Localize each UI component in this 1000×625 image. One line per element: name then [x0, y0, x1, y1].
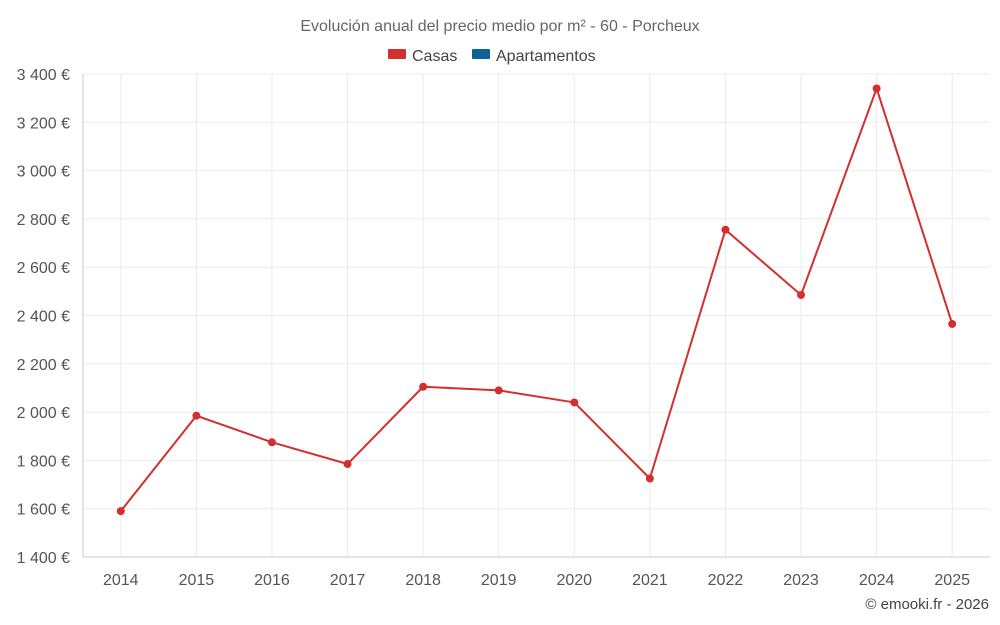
legend-label-casas: Casas — [412, 48, 457, 65]
legend-label-apartamentos: Apartamentos — [496, 48, 596, 65]
data-point[interactable] — [116, 507, 125, 516]
legend: Casas Apartamentos — [388, 48, 596, 65]
x-tick-label: 2018 — [405, 572, 441, 589]
x-tick-label: 2020 — [556, 572, 592, 589]
y-tick-label: 2 400 € — [17, 309, 70, 326]
series-casas — [116, 84, 957, 516]
data-point[interactable] — [797, 290, 806, 299]
axes: 1 400 € 1 600 € 1 800 € 2 000 € 2 200 € 2 400… — [17, 67, 990, 589]
y-tick-label: 3 200 € — [17, 115, 70, 132]
data-point[interactable] — [192, 411, 201, 420]
data-point[interactable] — [570, 398, 579, 407]
y-tick-label: 1 400 € — [17, 550, 70, 567]
legend-swatch-casas — [388, 49, 406, 59]
x-tick-label: 2015 — [179, 572, 215, 589]
data-point[interactable] — [343, 460, 352, 469]
x-tick-label: 2017 — [330, 572, 366, 589]
data-point[interactable] — [872, 84, 881, 93]
legend-item-apartamentos[interactable]: Apartamentos — [472, 48, 596, 65]
credit-text: © emooki.fr - 2026 — [865, 596, 989, 613]
x-tick-label: 2016 — [254, 572, 290, 589]
y-tick-label: 3 000 € — [17, 164, 70, 181]
y-tick-label: 2 200 € — [17, 357, 70, 374]
data-point[interactable] — [948, 319, 957, 328]
x-tick-label: 2014 — [103, 572, 139, 589]
data-point[interactable] — [419, 382, 428, 391]
y-tick-label: 2 000 € — [17, 405, 70, 422]
x-tick-label: 2024 — [859, 572, 895, 589]
y-tick-label: 1 800 € — [17, 453, 70, 470]
data-point[interactable] — [645, 474, 654, 483]
y-tick-label: 3 400 € — [17, 67, 70, 84]
x-tick-label: 2023 — [783, 572, 819, 589]
legend-swatch-apartamentos — [472, 49, 490, 59]
x-tick-label: 2019 — [481, 572, 517, 589]
grid — [83, 73, 990, 558]
chart-title: Evolución anual del precio medio por m² … — [300, 18, 699, 35]
data-point[interactable] — [267, 438, 276, 447]
data-point[interactable] — [494, 386, 503, 395]
y-tick-label: 1 600 € — [17, 502, 70, 519]
y-tick-label: 2 800 € — [17, 212, 70, 229]
x-tick-label: 2022 — [708, 572, 744, 589]
y-tick-label: 2 600 € — [17, 260, 70, 277]
data-point[interactable] — [721, 225, 730, 234]
legend-item-casas[interactable]: Casas — [388, 48, 457, 65]
x-tick-label: 2025 — [934, 572, 970, 589]
series-line-casas — [120, 87, 954, 512]
x-tick-label: 2021 — [632, 572, 668, 589]
